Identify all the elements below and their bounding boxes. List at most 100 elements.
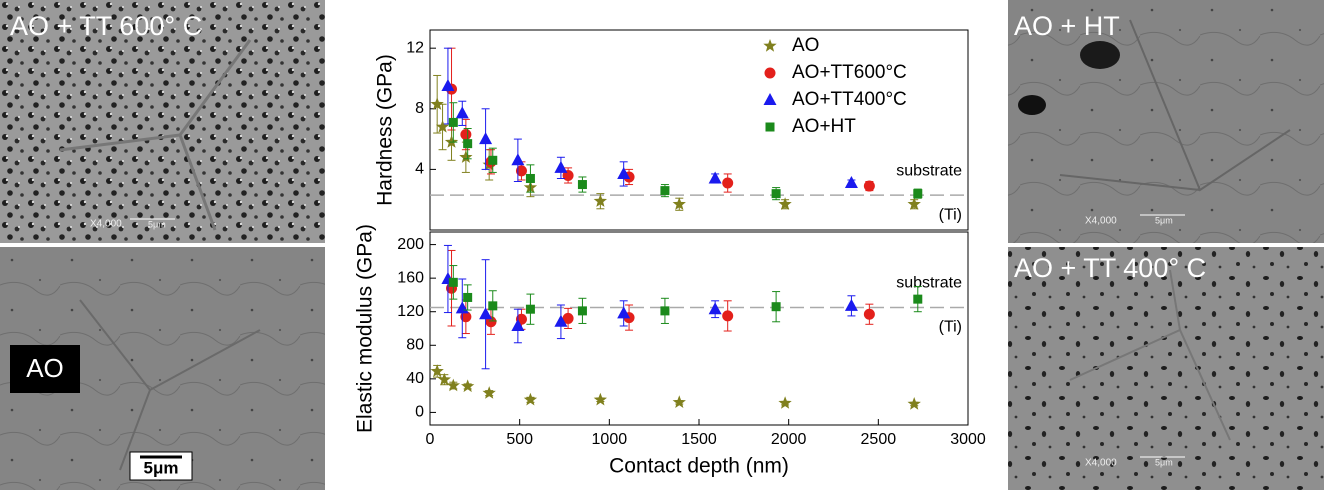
point	[660, 306, 670, 316]
micrograph	[1008, 0, 1324, 243]
y-tick-label: 12	[406, 39, 424, 56]
point	[430, 97, 444, 110]
point	[461, 379, 475, 393]
x-tick-label: 1500	[681, 431, 717, 448]
legend-marker	[764, 67, 776, 79]
scale-label: 5μm	[144, 458, 179, 477]
point	[441, 79, 455, 92]
reference-label: substrate	[896, 162, 962, 179]
point	[844, 176, 858, 189]
point	[562, 312, 574, 324]
point	[482, 386, 496, 399]
legend-label: AO+HT	[792, 116, 856, 137]
indent	[1059, 19, 1291, 192]
point	[593, 194, 607, 207]
point	[435, 120, 450, 133]
indent	[79, 299, 261, 471]
legend-marker	[763, 93, 777, 105]
point	[771, 302, 781, 312]
x-tick-label: 0	[426, 431, 435, 448]
point	[488, 155, 498, 165]
point	[722, 177, 734, 189]
legend-label: AO+TT600°C	[792, 62, 907, 83]
x-tick-label: 2500	[861, 431, 897, 448]
micrograph	[0, 0, 325, 243]
y-axis-label: Elastic modulus (GPa)	[354, 224, 377, 433]
y-tick-label: 80	[406, 337, 424, 354]
y-tick-label: 200	[397, 236, 424, 253]
point	[463, 292, 473, 302]
point	[577, 306, 587, 316]
point	[488, 301, 498, 311]
y-tick-label: 4	[415, 161, 424, 178]
point	[459, 150, 473, 163]
y-tick-label: 8	[415, 100, 424, 117]
point	[554, 314, 568, 327]
point	[913, 294, 923, 304]
magnification: X4,000	[90, 219, 122, 230]
plot-frame	[429, 231, 969, 426]
point	[479, 307, 493, 320]
point	[844, 298, 858, 311]
legend-label: AO+TT400°C	[792, 89, 907, 110]
x-tick-label: 500	[506, 431, 533, 448]
point	[863, 180, 875, 192]
pore	[1080, 41, 1120, 69]
x-tick-label: 3000	[950, 431, 986, 448]
x-axis-label: Contact depth (nm)	[609, 455, 789, 478]
reference-label: (Ti)	[939, 319, 962, 336]
point	[515, 165, 527, 177]
point	[660, 186, 670, 196]
point	[708, 171, 722, 184]
indent	[1069, 269, 1231, 441]
point	[479, 132, 493, 145]
point	[617, 166, 631, 179]
point	[672, 395, 686, 408]
legend-marker	[763, 39, 777, 52]
point	[430, 364, 444, 377]
point	[455, 106, 469, 119]
point	[460, 311, 472, 323]
point	[913, 189, 923, 199]
point	[863, 308, 875, 320]
scale-label: 5μm	[1155, 457, 1173, 467]
point	[778, 396, 792, 409]
point	[511, 153, 525, 166]
scale-label: 5μm	[148, 219, 166, 229]
point	[448, 277, 458, 287]
scale-label: 5μm	[1155, 215, 1173, 225]
point	[446, 378, 460, 392]
image-label: AO + HT	[1014, 11, 1120, 41]
point	[708, 302, 722, 315]
point	[444, 135, 459, 148]
point	[617, 306, 631, 319]
point	[672, 197, 686, 210]
image-label: AO + TT 600° C	[10, 11, 202, 41]
legend-label: AO	[792, 35, 819, 56]
point	[722, 310, 734, 322]
magnification: X4,000	[1085, 458, 1117, 469]
plot-frame	[429, 29, 969, 231]
point	[577, 180, 587, 190]
y-axis-label: Hardness (GPa)	[374, 54, 397, 206]
point	[437, 372, 451, 386]
point	[907, 397, 921, 410]
micrograph	[1008, 247, 1324, 490]
pore	[1018, 95, 1046, 115]
point	[771, 189, 781, 199]
point	[525, 173, 535, 183]
point	[554, 160, 568, 173]
reference-label: (Ti)	[939, 206, 962, 223]
image-label: AO + TT 400° C	[1014, 253, 1206, 283]
x-tick-label: 1000	[592, 431, 628, 448]
point	[778, 197, 792, 210]
y-tick-label: 160	[397, 269, 424, 286]
x-tick-label: 2000	[771, 431, 807, 448]
point	[460, 129, 472, 141]
point	[525, 304, 535, 314]
image-label: AO	[26, 353, 64, 383]
point	[511, 318, 525, 331]
indent	[59, 39, 252, 231]
point	[463, 139, 473, 149]
